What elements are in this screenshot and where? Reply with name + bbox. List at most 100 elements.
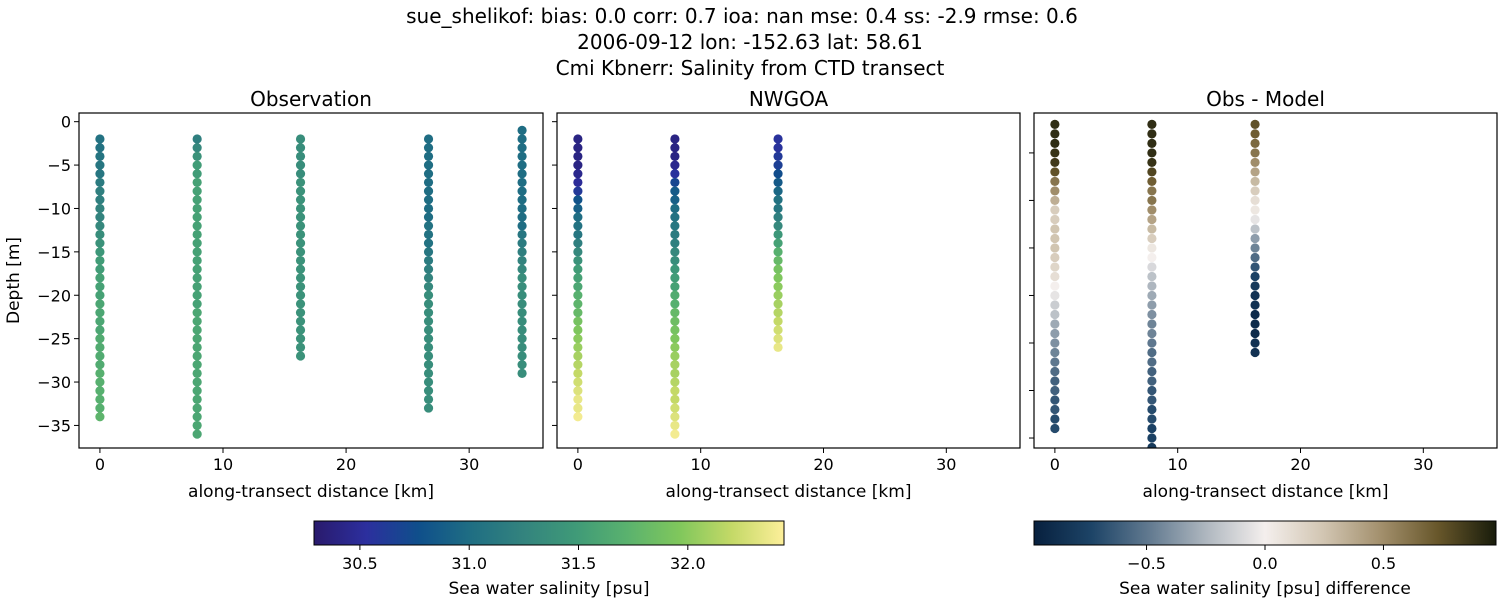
data-point xyxy=(192,377,202,387)
data-point xyxy=(1050,138,1060,149)
data-point xyxy=(1050,176,1060,187)
x-tick-label: 20 xyxy=(1290,455,1310,474)
data-point xyxy=(423,255,434,266)
data-point xyxy=(573,195,583,205)
data-point xyxy=(1147,395,1157,405)
data-point xyxy=(192,420,202,431)
data-point xyxy=(95,351,105,361)
data-point xyxy=(1147,243,1157,253)
data-point xyxy=(517,212,527,222)
data-point xyxy=(423,351,434,361)
data-point xyxy=(573,203,583,214)
colorbar-bar xyxy=(1033,520,1497,546)
data-point xyxy=(773,238,783,248)
data-point xyxy=(1147,338,1157,348)
data-point xyxy=(573,360,583,370)
data-point xyxy=(1147,328,1157,339)
data-point xyxy=(517,255,527,266)
data-point xyxy=(95,403,105,413)
data-point xyxy=(773,325,783,335)
data-point xyxy=(573,412,583,422)
data-point xyxy=(670,264,680,274)
data-point xyxy=(573,212,583,222)
data-points xyxy=(573,134,783,439)
data-point xyxy=(573,351,583,361)
colorbar-2: −0.5 0.0 0.5 Sea water salinity [psu] diffe… xyxy=(1033,520,1497,599)
data-point xyxy=(1050,290,1060,301)
colorbar-tick-label: 32.0 xyxy=(670,554,706,573)
data-point xyxy=(1147,205,1157,215)
data-point xyxy=(95,203,105,214)
data-point xyxy=(192,334,202,344)
data-point xyxy=(423,221,434,231)
data-point xyxy=(423,186,434,196)
data-point xyxy=(295,281,306,292)
data-point xyxy=(192,308,202,318)
data-point xyxy=(192,169,202,179)
data-point xyxy=(1147,233,1157,244)
data-point xyxy=(670,290,680,300)
data-point xyxy=(295,342,306,352)
data-point xyxy=(192,195,202,205)
data-point xyxy=(670,420,680,431)
data-point xyxy=(573,299,583,309)
data-point xyxy=(670,186,680,196)
data-point xyxy=(192,429,202,439)
data-point xyxy=(1147,404,1157,415)
data-point xyxy=(773,342,783,352)
data-point xyxy=(1147,271,1157,282)
data-point xyxy=(423,316,434,326)
subplot-title: Observation xyxy=(250,87,372,111)
data-point xyxy=(192,212,202,222)
data-point xyxy=(95,342,105,352)
suptitle-line-3: Cmi Kbnerr: Salinity from CTD transect xyxy=(556,56,945,80)
data-point xyxy=(1147,262,1157,272)
data-point xyxy=(95,394,105,404)
data-point xyxy=(1050,129,1060,139)
data-point xyxy=(670,203,680,214)
subplot-1: Observation along-transect distance [km] D… xyxy=(4,87,544,502)
data-point xyxy=(773,151,783,161)
data-point xyxy=(95,255,105,266)
data-point xyxy=(1250,148,1260,158)
data-point xyxy=(423,160,434,170)
y-tick-label: −10 xyxy=(37,199,71,218)
data-point xyxy=(95,238,105,248)
x-tick-label: 30 xyxy=(936,455,956,474)
data-point xyxy=(423,325,434,335)
data-point xyxy=(517,351,527,361)
data-point xyxy=(295,308,306,318)
data-point xyxy=(773,273,783,283)
x-tick-label: 0 xyxy=(95,455,105,474)
data-point xyxy=(1050,319,1060,329)
data-point xyxy=(1147,119,1157,130)
data-point xyxy=(1050,186,1060,196)
x-tick-label: 0 xyxy=(1050,455,1060,474)
x-tick-label: 10 xyxy=(213,455,233,474)
data-point xyxy=(423,290,434,300)
data-point xyxy=(1050,205,1060,215)
data-points xyxy=(95,125,527,439)
suptitle-line-1: sue_shelikof: bias: 0.0 corr: 0.7 ioa: n… xyxy=(406,4,1078,28)
data-point xyxy=(670,238,680,248)
data-point xyxy=(295,229,306,240)
data-point xyxy=(670,316,680,326)
axes-frame xyxy=(1033,112,1498,449)
data-point xyxy=(95,212,105,222)
axes-frame xyxy=(78,112,544,449)
data-point xyxy=(773,203,783,214)
data-point xyxy=(192,316,202,326)
colorbar-bar xyxy=(313,520,785,546)
data-point xyxy=(1050,271,1060,282)
data-point xyxy=(423,299,434,309)
data-point xyxy=(1147,290,1157,301)
data-point xyxy=(573,290,583,300)
data-point xyxy=(573,151,583,161)
data-point xyxy=(192,203,202,214)
data-point xyxy=(773,290,783,300)
data-point xyxy=(423,203,434,214)
data-point xyxy=(670,386,680,396)
x-tick-label: 20 xyxy=(813,455,833,474)
x-tick-label: 10 xyxy=(1168,455,1188,474)
y-tick-label: −20 xyxy=(37,286,71,305)
